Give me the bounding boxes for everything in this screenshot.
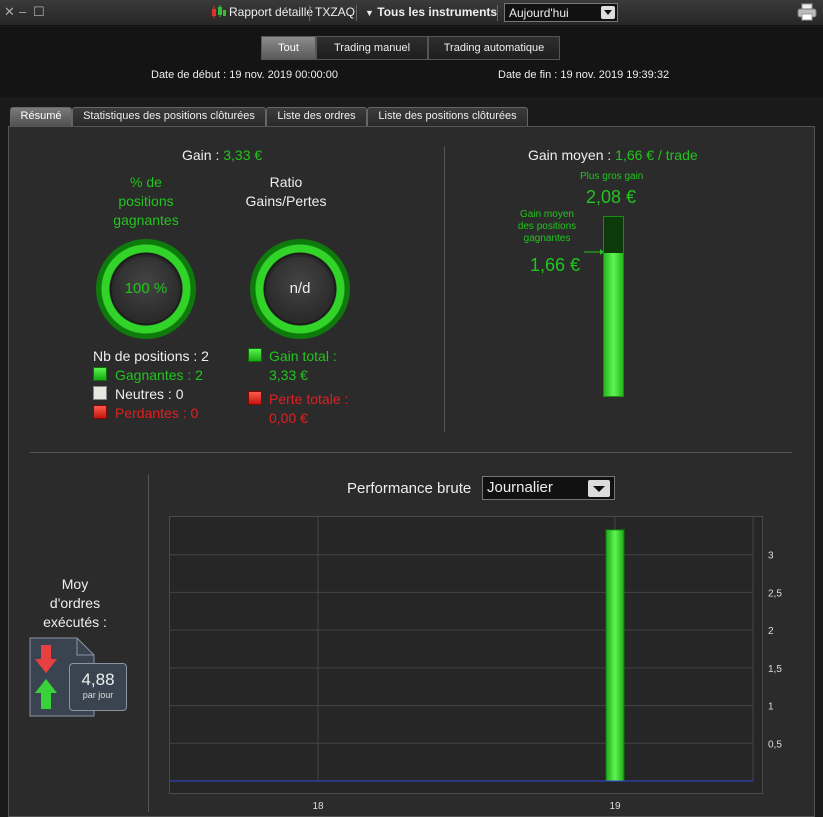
gain-value: 3,33 € [223, 147, 263, 163]
pointer-arrow-icon [584, 249, 604, 255]
neutral-count: Neutres : 0 [115, 386, 184, 402]
biggest-gain-value: 2,08 € [586, 187, 637, 207]
avg-gain-label: Gain moyen : [528, 147, 612, 163]
avg-gain-summary: Gain moyen : 1,66 € / trade [528, 147, 698, 163]
ratio-title: Ratio Gains/Pertes [245, 174, 327, 209]
avg-gain-value: 1,66 € / trade [615, 147, 698, 163]
ratio-value: n/d [268, 257, 332, 321]
winning-count: Gagnantes : 2 [115, 367, 203, 383]
tab-closed-position-list[interactable]: Liste des positions clôturées [367, 107, 528, 126]
end-date: Date de fin : 19 nov. 2019 19:39:32 [498, 69, 669, 81]
avg-orders-unit: par jour [82, 690, 114, 700]
section-divider [444, 146, 445, 432]
candlestick-icon [211, 5, 227, 23]
dropdown-arrow-icon: ▼ [365, 8, 374, 18]
total-loss-legend-icon [248, 391, 262, 405]
biggest-gain-label: Plus gros gain [580, 171, 644, 182]
chevron-down-icon [588, 480, 610, 497]
avg-gain-gauge-fill [604, 253, 623, 396]
start-date: Date de début : 19 nov. 2019 00:00:00 [151, 69, 338, 81]
title-bar: ✕ – ☐ Rapport détaillé TXZAQ ▼ Tous les … [0, 0, 823, 26]
end-date-value: 19 nov. 2019 19:39:32 [560, 69, 670, 81]
instruments-label: Tous les instruments [377, 5, 498, 19]
chevron-down-icon [601, 6, 615, 19]
maximize-icon[interactable]: ☐ [33, 4, 45, 19]
performance-chart-svg: 0,5 1 1,5 2 2,5 3 18 19 [170, 517, 782, 812]
tab-summary[interactable]: Résumé [10, 107, 72, 126]
ratio-ring: n/d [250, 239, 350, 339]
total-gain-legend-icon [248, 348, 262, 362]
instruments-dropdown[interactable]: ▼ Tous les instruments [365, 5, 497, 21]
x-tick-label: 18 [312, 801, 324, 812]
y-tick-label: 1,5 [768, 664, 782, 675]
start-date-value: 19 nov. 2019 00:00:00 [229, 69, 338, 81]
tab-closed-position-stats[interactable]: Statistiques des positions clôturées [72, 107, 266, 126]
avg-orders-badge: 4,88 par jour [69, 663, 127, 711]
win-percentage-title: % de positions gagnantes [113, 174, 179, 228]
account-label[interactable]: TXZAQ [315, 5, 356, 19]
losing-legend-icon [93, 405, 107, 419]
horizontal-divider [30, 452, 792, 453]
performance-period-value: Journalier [487, 479, 553, 496]
print-icon[interactable] [797, 3, 817, 25]
detailed-report-button[interactable]: Rapport détaillé [229, 5, 314, 19]
tab-order-list[interactable]: Liste des ordres [266, 107, 367, 126]
y-tick-label: 1 [768, 702, 774, 713]
minimize-icon[interactable]: – [19, 4, 27, 19]
avg-winning-value: 1,66 € [530, 255, 581, 275]
y-tick-label: 0,5 [768, 739, 782, 750]
total-loss-value: 0,00 € [269, 410, 308, 426]
performance-chart: 0,5 1 1,5 2 2,5 3 18 19 [169, 516, 782, 812]
avg-gain-gauge [603, 216, 624, 397]
gain-label: Gain : [182, 147, 220, 163]
avg-orders-value: 4,88 [81, 670, 115, 689]
bar [605, 529, 625, 782]
win-percentage-ring: 100 % [96, 239, 196, 339]
total-gain-label: Gain total : [269, 348, 337, 364]
filter-tab-manual[interactable]: Trading manuel [316, 36, 428, 60]
x-tick-label: 19 [609, 801, 621, 812]
win-percentage-value: 100 % [114, 257, 178, 321]
avg-winning-label: Gain moyen des positions gagnantes [517, 209, 577, 244]
y-tick-label: 2 [768, 626, 774, 637]
avg-orders-title: Moy d'ordres exécutés : [43, 576, 107, 630]
positions-count: Nb de positions : 2 [93, 348, 209, 364]
total-gain-value: 3,33 € [269, 367, 308, 383]
gain-summary: Gain : 3,33 € [182, 147, 262, 163]
close-icon[interactable]: ✕ [4, 4, 15, 19]
y-tick-label: 2,5 [768, 588, 782, 599]
losing-count: Perdantes : 0 [115, 405, 199, 421]
performance-period-select[interactable]: Journalier [482, 476, 615, 500]
period-select-value: Aujourd'hui [509, 6, 569, 20]
start-date-label: Date de début : [151, 69, 227, 81]
performance-title: Performance brute [347, 480, 472, 497]
filter-tab-automatic[interactable]: Trading automatique [428, 36, 560, 60]
winning-legend-icon [93, 367, 107, 381]
neutral-legend-icon [93, 386, 107, 400]
y-tick-label: 3 [768, 551, 774, 562]
total-loss-label: Perte totale : [269, 391, 349, 407]
end-date-label: Date de fin : [498, 69, 558, 81]
filter-tab-all[interactable]: Tout [261, 36, 316, 60]
period-select[interactable]: Aujourd'hui [504, 3, 618, 22]
chart-divider [148, 474, 149, 812]
